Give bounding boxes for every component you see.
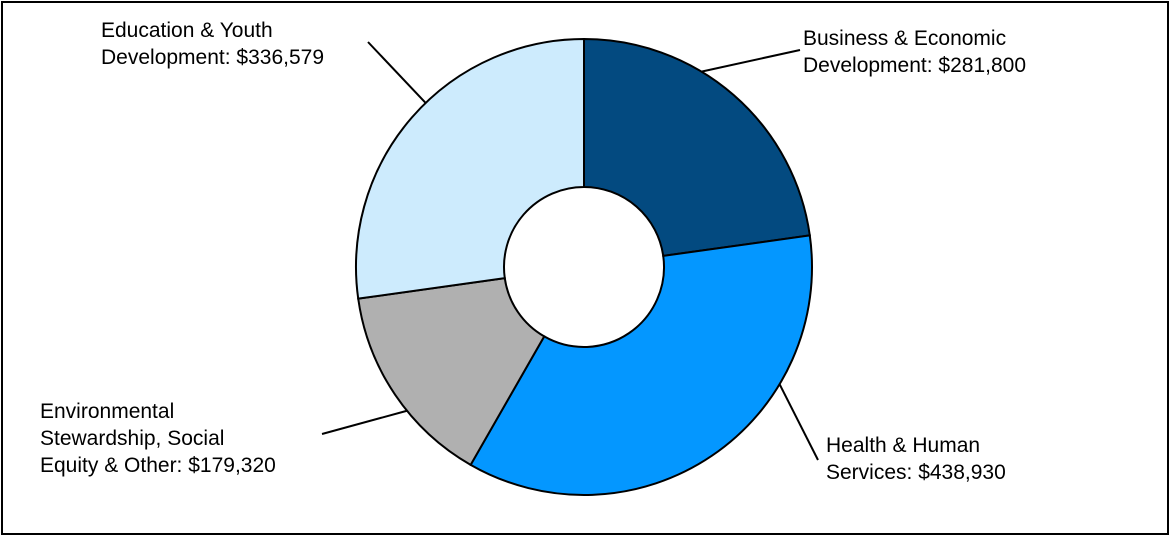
leader-lines-group — [321, 41, 819, 461]
slice-label-environmental: Environmental Stewardship, Social Equity… — [40, 400, 276, 477]
slice-business-economic — [583, 37, 811, 258]
slice-education-youth — [355, 37, 585, 300]
slice-label-education-youth: Education & Youth Development: $336,579 — [101, 19, 324, 69]
slice-environmental — [357, 276, 546, 467]
leader-line-education-youth — [367, 41, 427, 104]
slice-label-health-human: Health & Human Services: $438,930 — [826, 434, 1006, 484]
leader-line-business-economic — [701, 49, 801, 73]
slices-group — [355, 37, 813, 496]
slice-label-business-economic: Business & Economic Development: $281,80… — [803, 27, 1026, 77]
leader-line-environmental — [321, 409, 408, 435]
leader-line-health-human — [778, 383, 819, 461]
slice-health-human — [469, 234, 813, 496]
